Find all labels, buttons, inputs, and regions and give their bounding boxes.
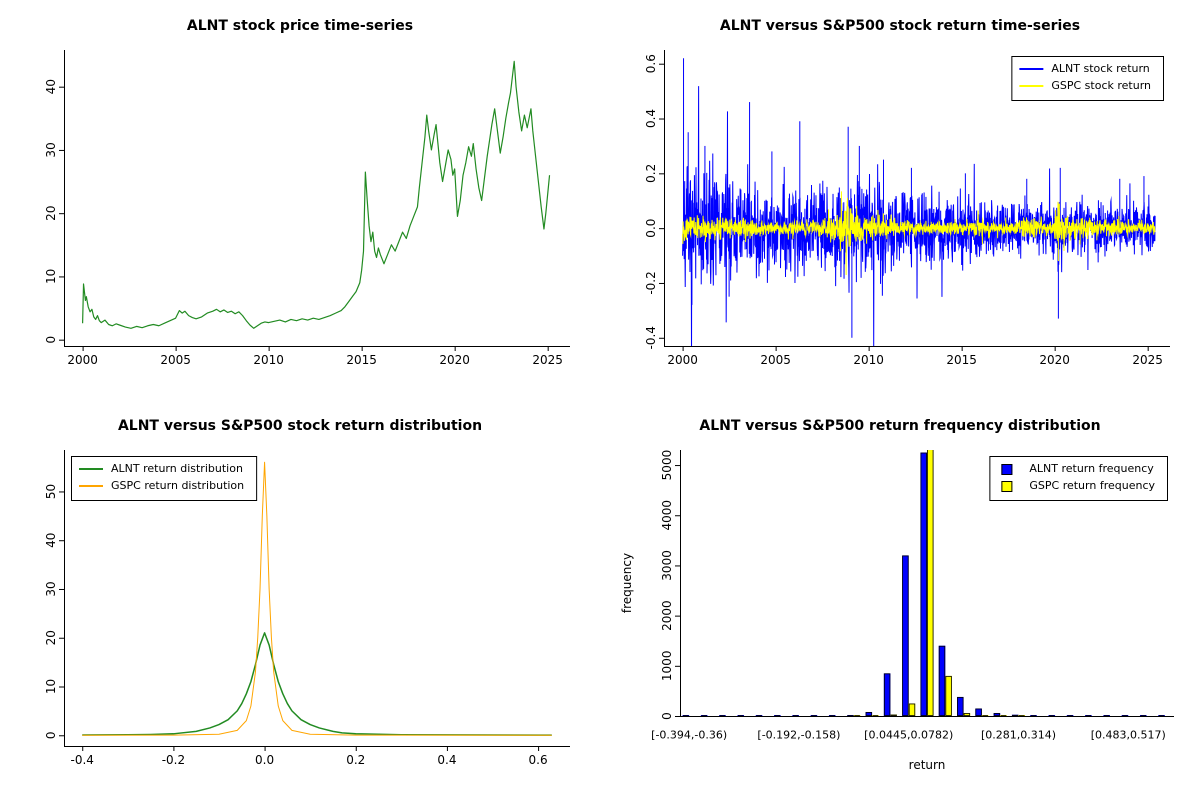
chart-panel-returns: ALNT versus S&P500 stock return time-ser… (600, 0, 1200, 400)
chart-title-freq: ALNT versus S&P500 return frequency dist… (699, 418, 1101, 434)
price-timeseries-chart (0, 40, 600, 400)
return-distribution-chart (0, 440, 600, 800)
chart-panel-price: ALNT stock price time-series (0, 0, 600, 400)
chart-panel-density: ALNT versus S&P500 stock return distribu… (0, 400, 600, 800)
returns-timeseries-chart (600, 40, 1200, 400)
return-frequency-chart (600, 440, 1200, 800)
chart-title-returns: ALNT versus S&P500 stock return time-ser… (719, 18, 1081, 34)
chart-title-density: ALNT versus S&P500 stock return distribu… (117, 418, 483, 434)
chart-panel-freq: ALNT versus S&P500 return frequency dist… (600, 400, 1200, 800)
chart-title-price: ALNT stock price time-series (186, 18, 414, 34)
